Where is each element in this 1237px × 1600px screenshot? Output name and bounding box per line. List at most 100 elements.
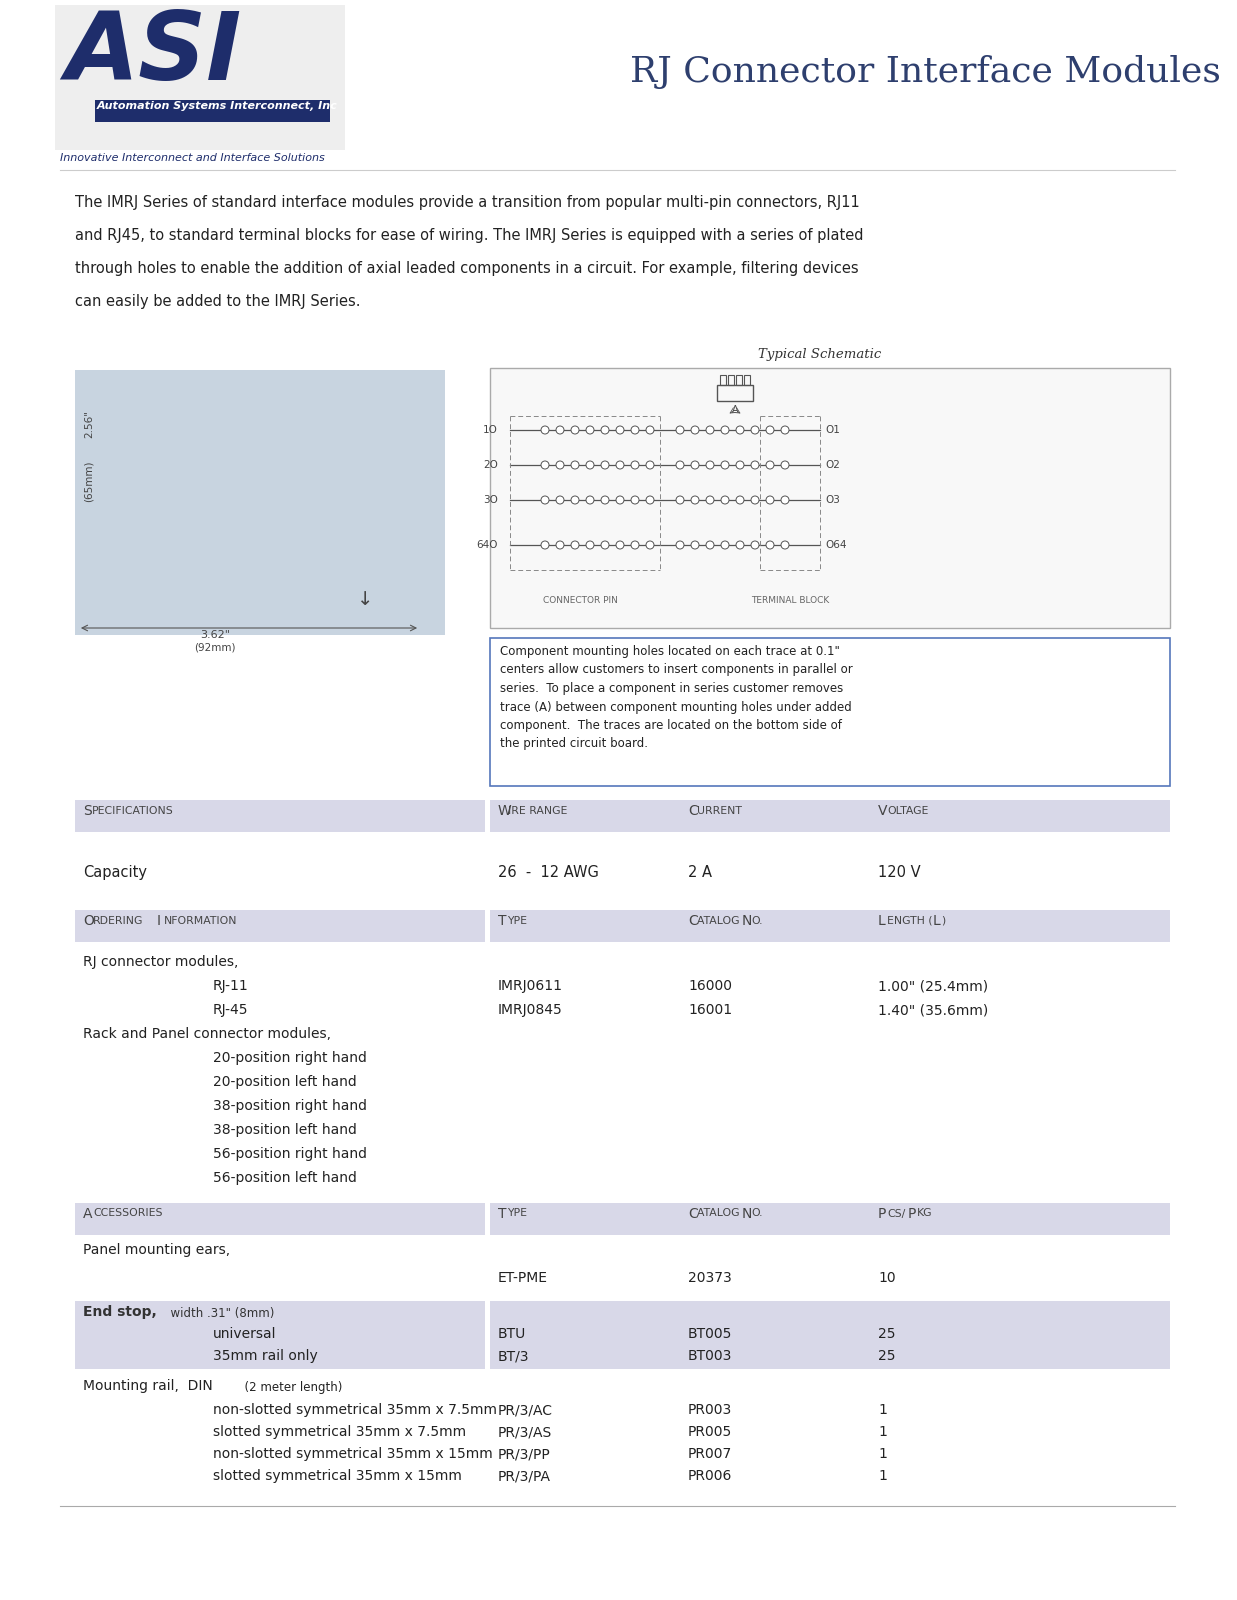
Text: L: L (933, 914, 941, 928)
Circle shape (766, 461, 774, 469)
Text: non-slotted symmetrical 35mm x 15mm: non-slotted symmetrical 35mm x 15mm (213, 1446, 492, 1461)
Circle shape (751, 461, 760, 469)
Text: RJ-45: RJ-45 (213, 1003, 249, 1018)
Circle shape (781, 461, 789, 469)
Text: 1.40" (35.6mm): 1.40" (35.6mm) (878, 1003, 988, 1018)
Circle shape (691, 496, 699, 504)
Text: Component mounting holes located on each trace at 0.1"
centers allow customers t: Component mounting holes located on each… (500, 645, 852, 750)
Text: KG: KG (917, 1208, 933, 1219)
Text: RJ-11: RJ-11 (213, 979, 249, 994)
Text: 20-position left hand: 20-position left hand (213, 1075, 356, 1090)
Circle shape (586, 461, 594, 469)
Bar (490, 910, 1170, 942)
Text: IMRJ0611: IMRJ0611 (499, 979, 563, 994)
Text: through holes to enable the addition of axial leaded components in a circuit. Fo: through holes to enable the addition of … (75, 261, 858, 275)
Text: ASI: ASI (66, 8, 241, 99)
Text: 35mm rail only: 35mm rail only (213, 1349, 318, 1363)
Text: 3O: 3O (484, 494, 499, 506)
Text: CCESSORIES: CCESSORIES (93, 1208, 162, 1219)
Text: 1: 1 (878, 1426, 887, 1438)
Circle shape (601, 461, 609, 469)
Text: O64: O64 (825, 541, 846, 550)
Text: BT003: BT003 (688, 1349, 732, 1363)
Text: 16000: 16000 (688, 979, 732, 994)
Text: ATALOG: ATALOG (696, 1208, 743, 1219)
Bar (95, 99, 330, 122)
Circle shape (751, 496, 760, 504)
Circle shape (541, 541, 549, 549)
Text: A: A (732, 405, 738, 414)
Text: Automation Systems Interconnect, Inc: Automation Systems Interconnect, Inc (96, 101, 338, 110)
Text: PR006: PR006 (688, 1469, 732, 1483)
Text: BT005: BT005 (688, 1326, 732, 1341)
Text: can easily be added to the IMRJ Series.: can easily be added to the IMRJ Series. (75, 294, 360, 309)
Text: N: N (742, 914, 752, 928)
Text: I: I (157, 914, 161, 928)
Bar (75, 1301, 485, 1370)
Text: RJ Connector Interface Modules: RJ Connector Interface Modules (630, 54, 1221, 90)
Circle shape (736, 496, 743, 504)
Bar (490, 1203, 1170, 1235)
Text: 1: 1 (878, 1469, 887, 1483)
Circle shape (706, 426, 714, 434)
Text: (92mm): (92mm) (194, 643, 236, 653)
Text: IMRJ0845: IMRJ0845 (499, 1003, 563, 1018)
Circle shape (675, 541, 684, 549)
Text: A: A (83, 1206, 93, 1221)
Text: T: T (499, 914, 506, 928)
Text: End stop,: End stop, (83, 1306, 157, 1318)
Circle shape (616, 461, 623, 469)
Text: 3.62": 3.62" (200, 630, 230, 640)
Bar (490, 1301, 1170, 1370)
Bar (75, 1203, 485, 1235)
Text: 56-position right hand: 56-position right hand (213, 1147, 367, 1162)
Text: Typical Schematic: Typical Schematic (758, 349, 882, 362)
Circle shape (646, 541, 654, 549)
Text: C: C (688, 803, 698, 818)
Text: ↓: ↓ (356, 590, 374, 610)
Text: O3: O3 (825, 494, 840, 506)
Bar (490, 368, 1170, 627)
Text: O: O (83, 914, 94, 928)
Text: ENGTH (: ENGTH ( (887, 915, 933, 925)
Text: PECIFICATIONS: PECIFICATIONS (92, 805, 173, 816)
Text: P: P (878, 1206, 887, 1221)
Text: slotted symmetrical 35mm x 7.5mm: slotted symmetrical 35mm x 7.5mm (213, 1426, 466, 1438)
Circle shape (721, 496, 729, 504)
Text: universal: universal (213, 1326, 277, 1341)
Circle shape (541, 426, 549, 434)
Circle shape (706, 541, 714, 549)
Text: BTU: BTU (499, 1326, 526, 1341)
Circle shape (766, 426, 774, 434)
Circle shape (555, 426, 564, 434)
Circle shape (601, 496, 609, 504)
Bar (75, 370, 445, 635)
Circle shape (736, 426, 743, 434)
Text: IRE RANGE: IRE RANGE (508, 805, 568, 816)
Text: L: L (878, 914, 886, 928)
Text: 20-position right hand: 20-position right hand (213, 1051, 367, 1066)
Text: N: N (742, 1206, 752, 1221)
Text: 2.56": 2.56" (84, 410, 94, 438)
Circle shape (766, 541, 774, 549)
Text: Panel mounting ears,: Panel mounting ears, (83, 1243, 230, 1258)
Circle shape (631, 541, 640, 549)
Circle shape (601, 541, 609, 549)
Text: 2O: 2O (484, 461, 499, 470)
Bar (743, 374, 750, 386)
Circle shape (631, 426, 640, 434)
Text: 1O: 1O (484, 426, 499, 435)
Bar (490, 800, 1170, 832)
Text: slotted symmetrical 35mm x 15mm: slotted symmetrical 35mm x 15mm (213, 1469, 461, 1483)
Circle shape (586, 426, 594, 434)
Circle shape (675, 496, 684, 504)
Circle shape (706, 496, 714, 504)
Text: (2 meter length): (2 meter length) (238, 1381, 343, 1394)
Circle shape (586, 496, 594, 504)
Text: O.: O. (751, 1208, 762, 1219)
Text: P: P (908, 1206, 917, 1221)
Text: ET-PME: ET-PME (499, 1270, 548, 1285)
Bar (729, 374, 734, 386)
Bar (717, 386, 753, 402)
Circle shape (721, 461, 729, 469)
